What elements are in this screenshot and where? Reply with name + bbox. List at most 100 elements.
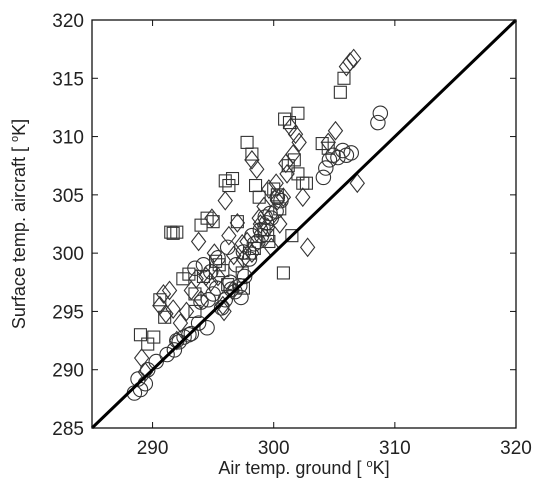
square-point [166, 226, 180, 240]
x-axis-label-prefix: Air temp. ground [ [218, 458, 366, 478]
diamond-point [269, 190, 286, 211]
diamond-point [295, 187, 311, 208]
diamond-point [217, 190, 233, 211]
diamond-point [221, 225, 237, 246]
x-tick-label: 320 [500, 438, 532, 459]
square-point [225, 171, 240, 186]
circle-point [318, 160, 334, 176]
circle-point [372, 105, 389, 122]
diamond-point [234, 233, 250, 254]
circle-point [183, 325, 200, 342]
x-tick-label: 310 [379, 438, 411, 459]
square-point [170, 225, 184, 239]
diamond-point [188, 268, 204, 289]
diamond-point [165, 299, 181, 319]
diamond-point [342, 52, 358, 72]
square-point [282, 116, 297, 130]
diamond-point [235, 249, 252, 269]
square-point [299, 176, 313, 190]
diamond-point [249, 159, 265, 180]
diamond-point [278, 153, 294, 174]
diamond-point [320, 132, 336, 153]
diamond-point [190, 231, 207, 252]
circle-point [315, 169, 332, 186]
square-point [209, 254, 223, 268]
square-point [222, 178, 236, 193]
y-tick-label: 290 [52, 361, 84, 382]
square-point [147, 330, 161, 344]
y-tick-label: 285 [52, 419, 84, 440]
diamond-point [272, 214, 288, 234]
circle-point [335, 142, 351, 159]
y-axis-label-suffix: K] [9, 119, 29, 136]
diamond-point [178, 301, 195, 322]
y-axis-ticks: 285 290 295 300 305 310 315 320 [52, 11, 516, 440]
y-axis-label-prefix: Surface temp. aircraft [ [9, 142, 29, 329]
y-tick-label: 305 [52, 186, 84, 207]
circle-point [236, 268, 253, 285]
square-point [218, 174, 232, 188]
diamond-point [299, 237, 316, 258]
square-point [153, 293, 167, 307]
x-tick-label: 290 [137, 438, 169, 459]
diamond-point [268, 173, 284, 194]
diamond-point [172, 313, 189, 333]
y-tick-label: 300 [52, 244, 84, 265]
x-axis-label-degree: o [366, 458, 372, 470]
diamond-point [203, 272, 219, 293]
diamond-point [161, 280, 178, 301]
diamond-point [215, 295, 231, 316]
square-point [252, 190, 266, 204]
diamond-point [169, 330, 185, 351]
diamond-point [327, 120, 344, 141]
square-point [245, 147, 259, 161]
diamond-point [251, 208, 267, 229]
square-point [188, 304, 202, 318]
diamond-point [210, 266, 226, 287]
diamond-point [216, 301, 232, 322]
square-point [248, 178, 263, 193]
diamond-point [229, 212, 246, 233]
y-tick-label: 295 [52, 302, 84, 323]
identity-reference-line [90, 18, 518, 430]
diamond-point [158, 303, 174, 324]
circle-point [148, 353, 164, 370]
circle-point [166, 342, 183, 358]
square-point [188, 287, 202, 301]
diamond-point [345, 48, 362, 69]
diamond-point [244, 243, 260, 264]
circle-point [370, 114, 386, 131]
diamond-point [279, 163, 295, 184]
diamond-point [291, 132, 307, 153]
x-axis-ticks: 290 300 310 320 [91, 20, 532, 459]
y-tick-label: 315 [52, 69, 84, 90]
circle-point [343, 145, 359, 161]
diamond-point [137, 362, 153, 382]
data-markers [126, 48, 389, 401]
circle-point [321, 152, 338, 168]
circle-point [199, 319, 215, 336]
diamond-point [349, 173, 365, 194]
diamond-point [259, 217, 276, 238]
x-tick-label: 300 [258, 438, 290, 459]
diamond-point [155, 284, 172, 304]
square-point [278, 112, 292, 126]
diamond-point [193, 289, 209, 310]
plot-frame [91, 19, 517, 429]
square-point [221, 278, 235, 292]
y-axis-label: Surface temp. aircraft [ oK] [9, 119, 29, 329]
square-point [182, 267, 196, 281]
x-axis-label-suffix: K] [373, 458, 390, 478]
diamond-point [287, 124, 304, 145]
square-point [133, 328, 148, 342]
square-point [276, 266, 290, 280]
y-axis-label-degree: o [9, 136, 21, 142]
square-point [281, 159, 295, 173]
square-point [291, 106, 305, 120]
square-point [216, 264, 230, 278]
diamond-point [204, 208, 220, 229]
square-point [261, 229, 275, 243]
square-point [291, 167, 305, 181]
square-point [321, 141, 335, 155]
